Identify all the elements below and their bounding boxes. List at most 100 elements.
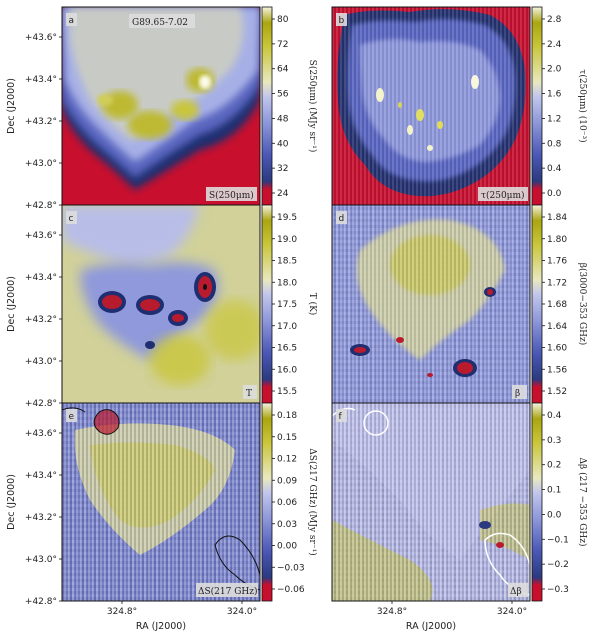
colorbar-tick-label: 80 <box>277 15 289 25</box>
colorbar-tick-label: 17.5 <box>277 300 297 310</box>
colorbar-tick-label: 1.56 <box>547 365 567 375</box>
colorbar-tick-label: 56 <box>277 90 289 100</box>
colorbar-tick-label: 18.5 <box>277 257 297 267</box>
colorbar-tick-label: 2.0 <box>547 65 562 75</box>
y-tick-label: +42.8° <box>25 597 57 607</box>
colorbar-label: T (K) <box>307 293 318 316</box>
colorbar-tick-label: 0.03 <box>277 520 297 530</box>
colorbar-tick-label: 1.6 <box>547 90 562 100</box>
colorbar-tick-label: 1.68 <box>547 300 567 310</box>
colorbar-tick-label: 1.76 <box>547 257 567 267</box>
colorbar-tick-label: 24 <box>277 189 289 199</box>
colorbar-tick-label: 19.5 <box>277 213 297 223</box>
colorbar-c <box>261 204 273 404</box>
colorbar-tick-label: 18.0 <box>277 278 297 288</box>
colorbar-tick-label: 0.3 <box>547 436 561 446</box>
x-tick-label: 324.8° <box>107 607 137 617</box>
panel-e <box>62 403 260 601</box>
panel-f <box>332 403 530 601</box>
colorbar-d <box>531 204 543 404</box>
colorbar-tick-label: 2.8 <box>547 15 562 25</box>
y-tick-label: +43.2° <box>25 315 57 325</box>
svg-text:c: c <box>69 214 74 224</box>
colorbar-label: S(250μm) (MJy sr⁻¹) <box>307 60 318 153</box>
colorbar-tick-label: 0.0 <box>547 189 562 199</box>
y-tick-label: +43.2° <box>25 117 57 127</box>
colorbar-tick-label: 1.60 <box>547 344 567 354</box>
colorbar-tick-label: 72 <box>277 40 288 50</box>
panel-letters: a b c d e f <box>66 13 347 422</box>
colorbar-tick-label: 19.0 <box>277 235 297 245</box>
colorbar-tick-label: −0.1 <box>547 535 569 545</box>
colorbar-label: β(3000−353 GHz) <box>577 263 588 346</box>
x-tick-label: 324.8° <box>377 607 407 617</box>
y-tick-label: +43.4° <box>25 273 57 283</box>
y-tick-label: +43.0° <box>25 159 57 169</box>
y-axis-label: Dec (J2000) <box>6 276 17 332</box>
colorbar-tick-label: 64 <box>277 65 289 75</box>
colorbar-tick-label: 0.18 <box>277 411 297 421</box>
y-tick-label: +43.6° <box>25 231 57 241</box>
colorbar-e <box>261 402 273 602</box>
svg-text:a: a <box>69 16 75 26</box>
colorbar-tick-label: 16.0 <box>277 365 297 375</box>
colorbar-tick-label: 0.4 <box>547 411 562 421</box>
x-tick-label: 324.0° <box>227 607 257 617</box>
svg-text:d: d <box>339 214 345 224</box>
colorbar-tick-label: 0.15 <box>277 433 297 443</box>
svg-text:f: f <box>339 412 343 422</box>
colorbar-tick-label: 0.8 <box>547 139 562 149</box>
colorbar-tick-label: 0.4 <box>547 164 562 174</box>
x-tick-label: 324.0° <box>497 607 527 617</box>
colorbar-label: Δβ (217 −353 GHz) <box>577 458 588 547</box>
colorbar-tick-label: 0.0 <box>547 510 562 520</box>
tag-a: S(250μm) <box>209 190 254 201</box>
panel-c <box>62 205 260 403</box>
axes-ticks: 80 72 64 56 48 40 32 24 S(250μm) (MJy sr⁻¹) +43.6… <box>6 15 588 632</box>
tag-f: Δβ <box>510 587 522 597</box>
colorbar-tick-label: 0.00 <box>277 542 297 552</box>
x-axis-label: RA (J2000) <box>406 621 456 632</box>
colorbar-tick-label: 1.2 <box>547 114 561 124</box>
tag-d: β <box>515 389 520 399</box>
colorbar-tick-label: 1.80 <box>547 235 567 245</box>
colorbar-tick-label: −0.03 <box>277 563 305 573</box>
y-tick-label: +43.0° <box>25 555 57 565</box>
colorbar-tick-label: 1.52 <box>547 387 567 397</box>
colorbar-tick-label: 1.72 <box>547 278 567 288</box>
colorbar-a <box>261 6 273 206</box>
colorbar-tick-label: 17.0 <box>277 322 297 332</box>
colorbar-tick-label: 0.06 <box>277 498 297 508</box>
y-tick-label: +43.4° <box>25 75 57 85</box>
panel-tags: S(250μm) τ(250μm) T β ΔS(217 GHz) Δβ <box>196 187 528 597</box>
colorbar-tick-label: 16.5 <box>277 344 297 354</box>
panel-a <box>62 7 260 205</box>
colorbar-f <box>531 402 543 602</box>
colorbar-tick-label: 1.64 <box>547 322 567 332</box>
y-tick-label: +43.6° <box>25 429 57 439</box>
colorbar-tick-label: 48 <box>277 114 289 124</box>
panel-b <box>332 7 530 205</box>
y-tick-label: +43.4° <box>25 471 57 481</box>
colorbar-tick-label: 15.5 <box>277 387 297 397</box>
tag-e: ΔS(217 GHz) <box>198 586 258 597</box>
colorbar-tick-label: 0.09 <box>277 476 297 486</box>
colorbar-label: ΔS(217 GHz) (MJy sr⁻¹) <box>307 448 318 555</box>
y-axis-label: Dec (J2000) <box>6 78 17 134</box>
panel-d <box>332 205 530 403</box>
colorbar-tick-label: −0.2 <box>547 560 569 570</box>
svg-text:e: e <box>69 412 75 422</box>
tag-c: T <box>246 389 252 399</box>
colorbar-tick-label: 32 <box>277 164 288 174</box>
colorbar-tick-label: 0.2 <box>547 461 561 471</box>
y-axis-label: Dec (J2000) <box>6 474 17 530</box>
colorbar-tick-label: −0.3 <box>547 585 569 595</box>
y-tick-label: +43.0° <box>25 357 57 367</box>
colorbar-label: τ(250μm) (10⁻³) <box>577 69 588 142</box>
colorbar-tick-label: 40 <box>277 139 289 149</box>
tag-b: τ(250μm) <box>481 190 525 201</box>
y-tick-label: +43.2° <box>25 513 57 523</box>
x-axis-label: RA (J2000) <box>136 621 186 632</box>
colorbar-tick-label: 0.1 <box>547 486 561 496</box>
